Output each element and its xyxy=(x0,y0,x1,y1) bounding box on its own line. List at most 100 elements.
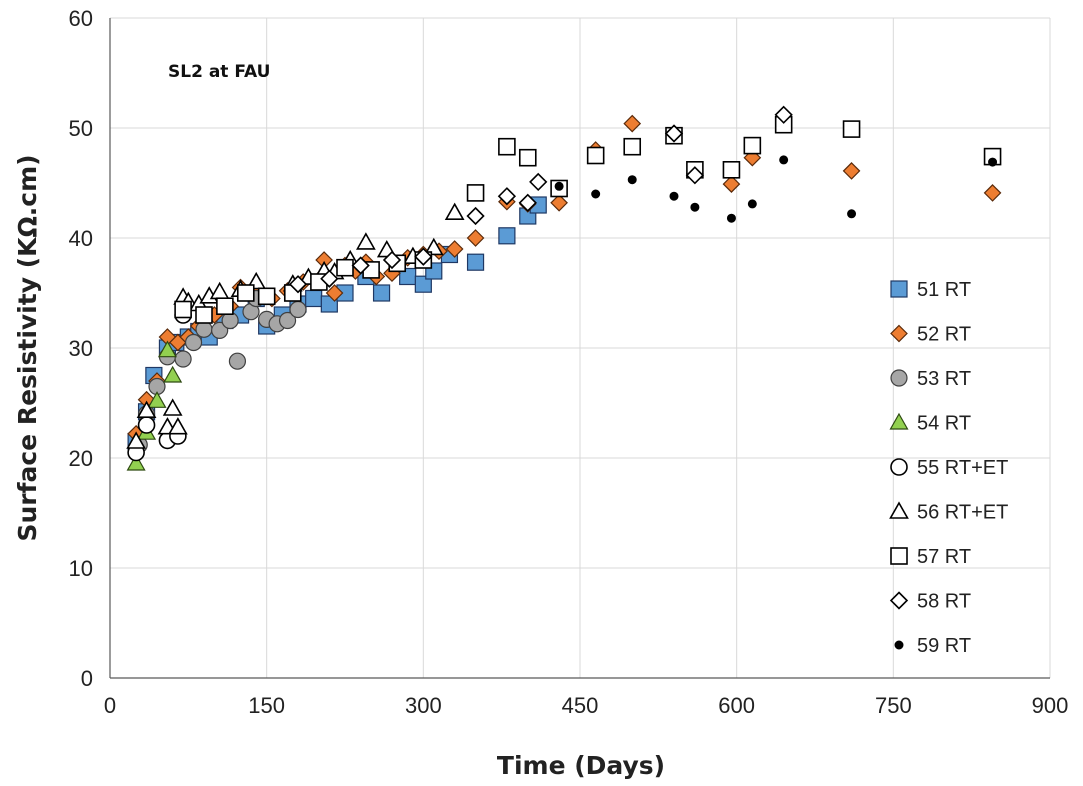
data-point xyxy=(174,350,192,368)
data-point xyxy=(690,202,700,212)
legend-marker xyxy=(894,640,904,650)
data-point xyxy=(126,453,146,471)
data-point xyxy=(236,284,255,302)
x-tick-label: 600 xyxy=(718,693,755,718)
data-point xyxy=(351,256,370,275)
legend-item: 56 RT+ET xyxy=(889,501,1008,524)
data-point xyxy=(550,193,568,212)
x-tick-label: 150 xyxy=(248,693,285,718)
series-58-rt xyxy=(288,105,793,294)
data-point xyxy=(722,161,741,179)
x-tick-label: 300 xyxy=(405,693,442,718)
x-axis-title: Time (Days) xyxy=(497,751,665,780)
data-point xyxy=(356,232,376,250)
y-tick-label: 40 xyxy=(69,226,93,251)
y-tick-label: 10 xyxy=(69,556,93,581)
data-point xyxy=(423,237,444,256)
y-tick-label: 20 xyxy=(69,446,93,471)
legend-marker xyxy=(889,412,909,430)
legend-item: 51 RT xyxy=(890,279,971,301)
legend: 51 RT 52 RT 53 RT 54 RT 55 RT+ET 56 RT+ET 57 R… xyxy=(889,279,1008,657)
data-point xyxy=(163,365,183,383)
x-tick-label: 750 xyxy=(875,693,912,718)
data-point xyxy=(466,206,485,226)
data-point xyxy=(305,289,323,308)
data-point xyxy=(168,417,188,435)
data-point xyxy=(743,136,762,155)
data-point xyxy=(726,213,736,223)
x-tick-label: 450 xyxy=(562,693,599,718)
legend-label: 52 RT xyxy=(917,324,971,346)
legend-item: 59 RT xyxy=(894,635,971,657)
data-point xyxy=(336,258,354,277)
data-point xyxy=(747,199,757,209)
legend-label: 53 RT xyxy=(917,368,971,390)
tick-labels: 0 150 300 450 600 750 900 0 10 20 30 40 50 60 xyxy=(69,6,1069,718)
data-point xyxy=(498,227,516,245)
data-point xyxy=(498,137,516,156)
data-point xyxy=(529,172,548,192)
data-point xyxy=(842,120,861,138)
data-point xyxy=(382,250,402,270)
data-point xyxy=(627,175,637,185)
data-point xyxy=(685,166,705,185)
legend-item: 57 RT xyxy=(890,546,971,568)
data-point xyxy=(184,333,203,352)
data-point xyxy=(842,162,861,180)
data-point xyxy=(414,275,432,293)
legend-item: 52 RT xyxy=(890,324,971,346)
data-point xyxy=(664,124,684,143)
y-tick-label: 60 xyxy=(69,6,93,31)
x-tick-label: 900 xyxy=(1032,693,1069,718)
data-point xyxy=(591,189,601,199)
data-point xyxy=(779,155,789,165)
series-59-rt xyxy=(554,155,998,223)
legend-marker xyxy=(890,280,908,298)
data-point xyxy=(623,114,642,133)
legend-item: 58 RT xyxy=(889,591,971,613)
data-point xyxy=(445,240,464,258)
legend-label: 54 RT xyxy=(917,413,971,435)
legend-marker xyxy=(890,369,908,387)
data-point xyxy=(289,300,307,319)
data-point xyxy=(554,181,564,191)
data-point xyxy=(278,311,297,330)
data-point xyxy=(216,297,234,316)
legend-marker xyxy=(889,501,909,519)
data-point xyxy=(211,321,229,339)
data-point xyxy=(466,184,485,202)
legend-label: 57 RT xyxy=(917,546,971,568)
legend-label: 59 RT xyxy=(917,635,971,657)
data-point xyxy=(983,184,1002,202)
data-point xyxy=(988,157,998,167)
data-point xyxy=(320,269,339,288)
data-point xyxy=(257,287,276,306)
legend-marker xyxy=(890,458,908,476)
data-point xyxy=(466,253,485,271)
data-point xyxy=(586,146,605,165)
y-tick-label: 0 xyxy=(81,666,93,691)
data-point xyxy=(774,105,793,124)
data-point xyxy=(174,300,192,319)
data-point xyxy=(136,400,157,419)
data-point xyxy=(444,202,465,220)
legend-label: 51 RT xyxy=(917,279,971,301)
data-point xyxy=(518,193,537,212)
y-tick-label: 50 xyxy=(69,116,93,141)
data-point xyxy=(288,275,308,294)
axes xyxy=(109,18,1050,679)
data-points xyxy=(126,105,1002,471)
data-point xyxy=(325,284,344,302)
gridlines xyxy=(110,17,1051,678)
legend-label: 58 RT xyxy=(917,591,971,613)
data-point xyxy=(518,148,537,167)
data-point xyxy=(623,137,642,156)
data-point xyxy=(497,187,517,206)
data-point xyxy=(669,191,679,201)
data-point xyxy=(847,209,857,219)
legend-marker xyxy=(889,591,909,610)
legend-item: 53 RT xyxy=(890,368,971,390)
data-point xyxy=(157,340,177,358)
data-point xyxy=(147,391,167,408)
